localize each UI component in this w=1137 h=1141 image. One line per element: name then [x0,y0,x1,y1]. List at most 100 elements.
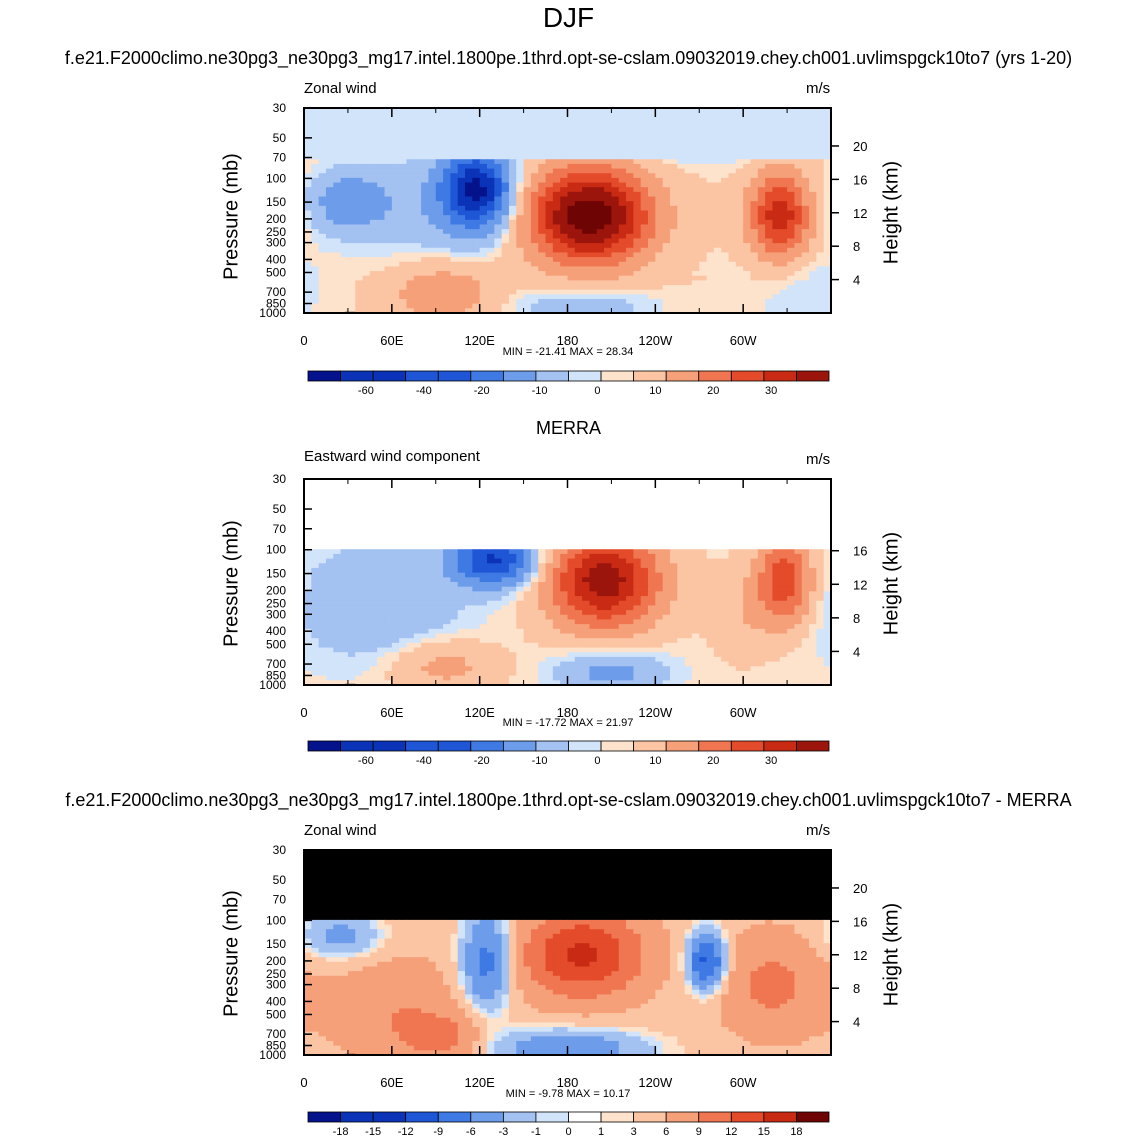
field-cell [655,131,664,137]
field-cell [545,135,554,142]
field-cell [545,558,554,564]
field-cell [604,108,613,114]
field-cell [333,558,342,564]
field-cell [560,539,569,546]
field-cell [648,257,656,263]
field-cell [574,516,583,522]
field-cell [750,289,759,295]
field-cell [787,493,795,499]
field-cell [457,558,466,564]
field-cell [523,303,532,309]
field-cell [311,196,320,202]
field-cell [428,261,437,268]
field-cell [735,586,744,592]
field-cell [545,257,554,263]
field-cell [435,191,444,198]
field-cell [399,502,408,508]
field-cell [508,145,517,151]
field-cell [413,586,422,592]
field-cell [779,117,788,123]
field-cell [450,201,459,207]
field-cell [486,586,495,592]
field-cell [779,299,788,305]
field-cell [457,572,466,578]
field-cell [633,572,642,578]
field-cell [501,135,510,142]
field-cell [735,577,744,583]
field-cell [355,299,364,305]
field-cell [757,488,766,494]
field-cell [582,572,591,578]
field-cell [589,511,598,518]
field-cell [486,530,495,536]
field-cell [633,168,642,174]
field-cell [384,539,393,546]
field-cell [369,108,378,114]
field-cell [406,488,415,494]
field-cell [743,261,752,268]
field-cell [443,145,451,151]
field-cell [340,135,349,142]
field-cell [516,275,525,281]
field-cell [604,145,613,151]
field-cell [677,539,686,546]
field-cell [626,140,634,146]
field-cell [421,159,430,165]
field-cell [794,563,803,569]
field-cell [589,229,598,235]
field-cell [801,135,810,142]
field-cell [699,525,708,532]
field-cell [589,483,598,489]
field-cell [465,205,473,212]
field-cell [311,483,320,489]
field-cell [347,553,356,560]
field-cell [728,483,737,489]
field-cell [648,159,656,165]
field-cell [684,572,693,578]
field-cell [516,201,525,207]
field-cell [523,539,532,546]
field-cell [560,182,569,188]
field-cell [406,577,415,583]
field-cell [640,567,649,574]
field-cell [304,219,312,226]
field-cell [501,479,510,485]
field-cell [779,294,788,300]
field-cell [772,233,781,240]
field-cell [333,163,342,170]
field-cell [428,479,437,485]
field-cell [611,257,620,263]
field-cell [413,173,422,179]
field-cell [413,493,422,499]
field-cell [669,530,678,536]
field-cell [435,196,444,202]
colorbar-box [502,370,537,382]
field-cell [325,140,334,146]
field-cell [450,210,459,216]
field-cell [626,108,634,114]
panel-obs-field [304,479,832,686]
field-cell [384,285,393,291]
field-cell [347,266,356,272]
field-cell [384,502,393,508]
field-cell [340,108,349,114]
field-cell [516,126,525,132]
field-cell [677,502,686,508]
field-cell [684,112,693,118]
field-cell [523,112,532,118]
field-cell [472,511,481,518]
field-cell [596,145,605,151]
field-cell [691,479,700,485]
field-cell [530,163,539,170]
field-cell [377,215,386,221]
field-cell [633,117,642,123]
field-cell [640,191,649,198]
model-min-max: MIN = -21.41 MAX = 28.34 [502,346,634,358]
field-cell [750,238,759,244]
field-cell [809,497,817,504]
field-cell [684,549,693,555]
field-cell [655,163,664,170]
field-cell [691,247,700,254]
field-cell [823,549,832,555]
field-cell [582,126,591,132]
